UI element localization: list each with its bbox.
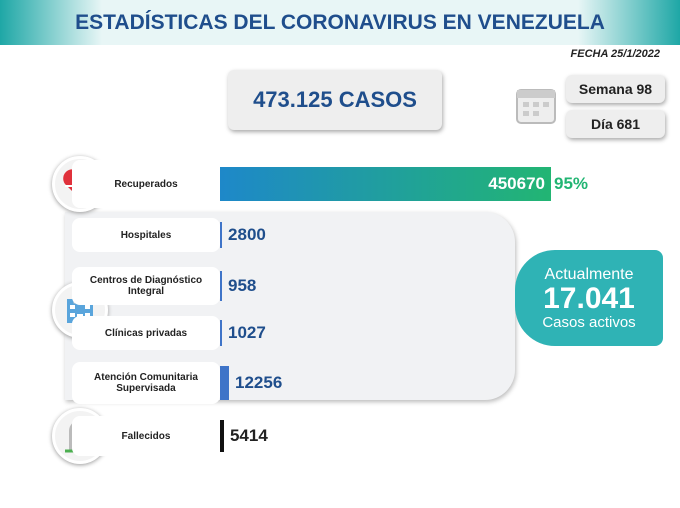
active-heading: Actualmente xyxy=(544,266,634,283)
header-band xyxy=(0,0,680,45)
day: Día 681 xyxy=(566,110,665,138)
bar xyxy=(220,271,222,301)
category-label: Clínicas privadas xyxy=(72,316,220,350)
category-label: Recuperados xyxy=(72,160,220,208)
value-label: 5414 xyxy=(229,426,268,445)
active-box: Actualmente 17.041 Casos activos xyxy=(515,250,663,346)
bar xyxy=(220,320,222,346)
value-label: 450670 xyxy=(488,174,545,193)
calendar-icon xyxy=(516,89,556,124)
bar xyxy=(220,420,224,452)
category-label: Centros de Diagnóstico Integral xyxy=(72,267,220,305)
share-label: 95% xyxy=(554,174,589,193)
active-label: Casos activos xyxy=(542,314,636,331)
category-label: Atención Comunitaria Supervisada xyxy=(72,362,220,404)
title: ESTADÍSTICAS DEL CORONAVIRUS EN VENEZUEL… xyxy=(75,11,605,34)
date: FECHA 25/1/2022 xyxy=(570,48,660,60)
value-label: 1027 xyxy=(228,323,266,342)
value-label: 2800 xyxy=(228,225,266,244)
bar xyxy=(220,222,223,248)
bar xyxy=(220,366,229,400)
value-label: 958 xyxy=(228,276,257,295)
category-label: Fallecidos xyxy=(72,416,220,456)
bar xyxy=(220,167,551,201)
week: Semana 98 xyxy=(566,75,665,103)
value-label: 12256 xyxy=(235,373,283,392)
active-value: 17.041 xyxy=(543,282,635,315)
total-cases: 473.125 CASOS xyxy=(228,70,442,130)
category-label: Hospitales xyxy=(72,218,220,252)
